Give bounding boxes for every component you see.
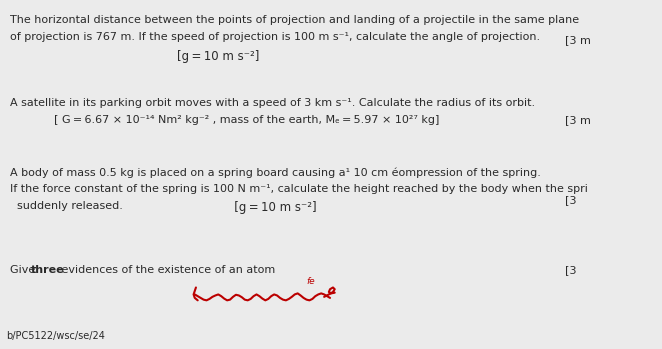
Text: three: three — [30, 265, 64, 275]
Text: b/PC5122/wsc/se/24: b/PC5122/wsc/se/24 — [7, 331, 105, 341]
Text: If the force constant of the spring is 100 N m⁻¹, calculate the height reached b: If the force constant of the spring is 1… — [9, 184, 587, 194]
Text: [3: [3 — [565, 265, 577, 275]
Text: A body of mass 0.5 kg is placed on a spring board causing a¹ 10 cm éompression o: A body of mass 0.5 kg is placed on a spr… — [9, 168, 540, 178]
Text: [g = 10 m s⁻²]: [g = 10 m s⁻²] — [177, 50, 260, 63]
Text: suddenly released.: suddenly released. — [9, 201, 122, 211]
Text: [3 m: [3 m — [565, 115, 591, 125]
Text: [ G = 6.67 × 10⁻¹⁴ Nm² kg⁻² , mass of the earth, Mₑ = 5.97 × 10²⁷ kg]: [ G = 6.67 × 10⁻¹⁴ Nm² kg⁻² , mass of th… — [54, 115, 439, 125]
Text: A satellite in its parking orbit moves with a speed of 3 km s⁻¹. Calculate the r: A satellite in its parking orbit moves w… — [9, 98, 535, 108]
Text: evidences of the existence of an atom: evidences of the existence of an atom — [58, 265, 275, 275]
Text: of projection is 767 m. If the speed of projection is 100 m s⁻¹, calculate the a: of projection is 767 m. If the speed of … — [9, 32, 540, 42]
Text: [3: [3 — [565, 195, 577, 205]
Text: [g = 10 m s⁻²]: [g = 10 m s⁻²] — [118, 201, 317, 214]
Text: fe: fe — [307, 277, 315, 286]
Text: Give: Give — [9, 265, 38, 275]
Text: The horizontal distance between the points of projection and landing of a projec: The horizontal distance between the poin… — [9, 15, 579, 24]
Text: [3 m: [3 m — [565, 36, 591, 45]
